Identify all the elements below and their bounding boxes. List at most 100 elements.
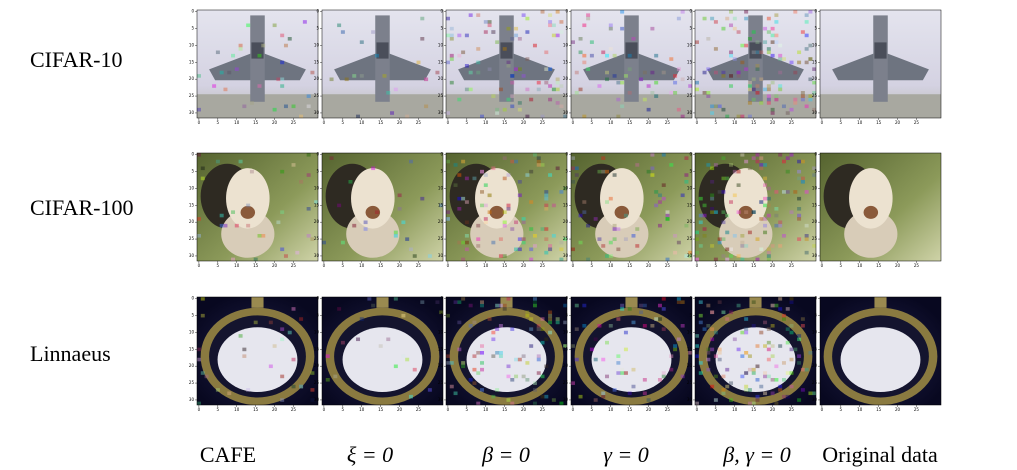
noise-pixel — [805, 190, 809, 194]
noise-pixel — [729, 398, 733, 402]
noise-pixel — [805, 224, 809, 228]
noise-pixel — [307, 173, 311, 177]
noise-pixel — [763, 177, 767, 181]
image — [322, 153, 443, 261]
noise-pixel — [752, 402, 756, 406]
noise-pixel — [484, 30, 488, 34]
noise-pixel — [476, 71, 480, 75]
x-tick-label: 20 — [895, 263, 901, 268]
noise-pixel — [601, 170, 605, 174]
noise-pixel — [446, 361, 450, 365]
noise-pixel — [744, 331, 748, 335]
noise-pixel — [367, 297, 371, 301]
noise-pixel — [681, 375, 685, 379]
noise-pixel — [786, 327, 790, 331]
noise-pixel — [763, 371, 767, 375]
noise-pixel — [480, 351, 484, 355]
noise-pixel — [740, 241, 744, 245]
noise-pixel — [510, 37, 514, 41]
x-tick-label: 15 — [502, 120, 508, 125]
y-tick-label: 0 — [316, 152, 319, 157]
x-tick-label: 25 — [665, 407, 671, 412]
noise-pixel — [491, 338, 495, 342]
noise-pixel — [790, 358, 794, 362]
noise-pixel — [767, 214, 771, 218]
x-tick-label: 10 — [732, 263, 738, 268]
noise-pixel — [548, 314, 552, 318]
noise-pixel — [635, 227, 639, 231]
noise-pixel — [733, 170, 737, 174]
noise-pixel — [801, 30, 805, 34]
noise-pixel — [718, 241, 722, 245]
noise-pixel — [778, 307, 782, 311]
noise-pixel — [507, 375, 511, 379]
noise-pixel — [450, 54, 454, 58]
noise-pixel — [609, 254, 613, 258]
noise-pixel — [330, 156, 334, 160]
noise-pixel — [510, 227, 514, 231]
y-tick-label: 25 — [438, 236, 444, 241]
noise-pixel — [650, 91, 654, 95]
noise-pixel — [710, 348, 714, 352]
noise-pixel — [710, 327, 714, 331]
x-tick-label: 5 — [840, 263, 843, 268]
noise-pixel — [756, 67, 760, 71]
noise-pixel — [541, 375, 545, 379]
noise-pixel — [239, 47, 243, 51]
noise-pixel — [533, 381, 537, 385]
noise-pixel — [457, 348, 461, 352]
noise-pixel — [729, 381, 733, 385]
noise-pixel — [529, 170, 533, 174]
noise-pixel — [725, 368, 729, 372]
noise-pixel — [797, 207, 801, 211]
noise-pixel — [544, 197, 548, 201]
noise-pixel — [643, 392, 647, 396]
noise-pixel — [394, 88, 398, 92]
noise-pixel — [605, 170, 609, 174]
y-tick-label: 15 — [687, 202, 693, 207]
noise-pixel — [450, 81, 454, 85]
noise-pixel — [491, 94, 495, 98]
x-tick-label: 5 — [217, 120, 220, 125]
noise-pixel — [491, 167, 495, 171]
noise-pixel — [457, 197, 461, 201]
noise-pixel — [613, 74, 617, 78]
noise-pixel — [790, 297, 794, 301]
x-tick-label: 10 — [359, 120, 365, 125]
y-tick-label: 0 — [191, 152, 194, 157]
noise-pixel — [457, 98, 461, 102]
noise-pixel — [586, 17, 590, 21]
y-tick-label: 30 — [563, 110, 569, 115]
noise-pixel — [457, 173, 461, 177]
x-tick-label: 5 — [217, 263, 220, 268]
noise-pixel — [740, 354, 744, 358]
noise-pixel — [808, 98, 812, 102]
noise-pixel — [613, 237, 617, 241]
noise-pixel — [533, 234, 537, 238]
image — [446, 297, 567, 405]
noise-pixel — [774, 378, 778, 382]
y-tick-label: 15 — [189, 202, 195, 207]
noise-pixel — [771, 392, 775, 396]
x-tick-label: 20 — [397, 263, 403, 268]
y-tick-label: 25 — [812, 380, 818, 385]
dog-face — [600, 168, 644, 228]
noise-pixel — [628, 91, 632, 95]
noise-pixel — [379, 344, 383, 348]
noise-pixel — [563, 304, 567, 308]
noise-pixel — [292, 358, 296, 362]
noise-pixel — [605, 341, 609, 345]
image — [695, 153, 816, 261]
noise-pixel — [752, 88, 756, 92]
noise-pixel — [733, 194, 737, 198]
noise-pixel — [299, 317, 303, 321]
noise-pixel — [725, 214, 729, 218]
noise-pixel — [446, 217, 450, 221]
noise-pixel — [559, 402, 563, 406]
noise-pixel — [620, 81, 624, 85]
noise-pixel — [594, 217, 598, 221]
noise-pixel — [559, 241, 563, 245]
noise-pixel — [537, 327, 541, 331]
noise-pixel — [544, 51, 548, 55]
noise-pixel — [793, 98, 797, 102]
